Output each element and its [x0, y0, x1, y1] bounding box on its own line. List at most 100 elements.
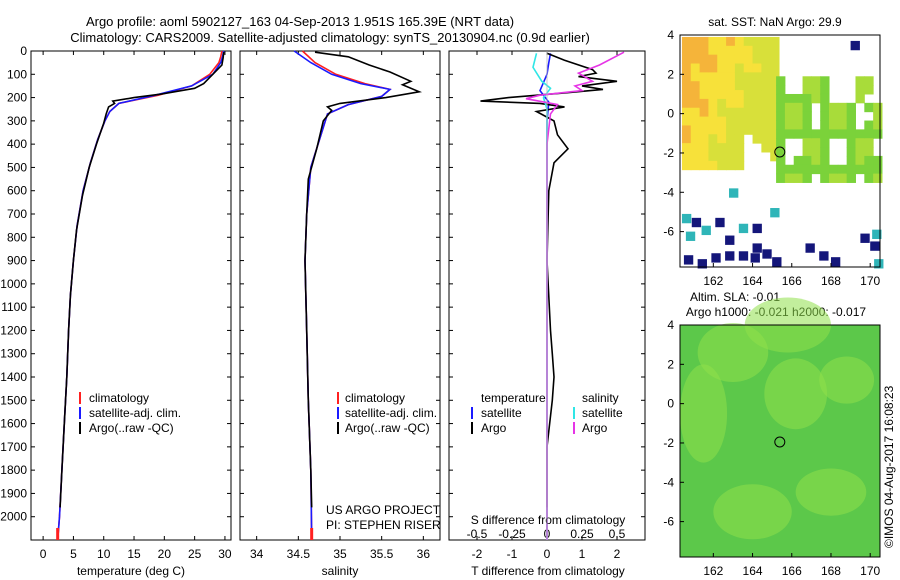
sal-legend-argo-label: Argo(..raw -QC): [345, 421, 430, 435]
difference-legend: temperature satellite Argo salinity sate…: [471, 391, 623, 435]
sst-cell: [699, 116, 709, 126]
map-y-tick-label: 0: [667, 397, 674, 411]
sst-cell: [726, 98, 736, 109]
legend-t-argo-label: Argo: [481, 421, 507, 435]
legend-s-sat-label: satellite: [582, 406, 623, 420]
sst-cell: [690, 90, 701, 100]
sst-cell: [776, 164, 786, 175]
sst-map-cells: [681, 36, 884, 269]
sst-cell: [743, 98, 754, 109]
sst-cell: [743, 54, 754, 65]
sst-cell: [690, 134, 701, 144]
sst-cell: [752, 45, 762, 56]
sst-cell: [681, 72, 692, 82]
sst-map-frame: [679, 34, 881, 268]
sst-cell: [811, 76, 821, 86]
sst-cell: [690, 107, 701, 118]
sst-cell: [846, 102, 856, 113]
sst-cell: [855, 76, 865, 86]
x-tick-label: 30: [218, 547, 232, 561]
sst-cell: [864, 173, 874, 183]
map-x-tick-label: 162: [703, 564, 723, 578]
sst-cell: [708, 107, 718, 118]
sst-cell: [855, 129, 865, 139]
sst-cell: [770, 151, 780, 162]
sst-cell: [717, 36, 727, 47]
sst-cell: [726, 72, 736, 82]
sst-cell: [681, 213, 692, 224]
salinity-lines: [293, 50, 423, 541]
sst-cell: [690, 81, 701, 91]
sst-cell: [802, 85, 812, 95]
x-tick-label: 2: [614, 547, 621, 561]
salinity-axes-frame: [239, 50, 441, 541]
sst-cell: [699, 72, 709, 82]
x-tick-label: 1: [579, 547, 586, 561]
sst-cell: [681, 81, 692, 91]
sst-cell: [811, 155, 821, 166]
sst-cell: [784, 129, 795, 139]
sst-cell: [793, 120, 804, 130]
sst-cell: [820, 102, 830, 113]
sst-cell: [717, 72, 727, 82]
sst-cell: [776, 102, 786, 113]
credit-text: ©IMOS 04-Aug-2017 16:08:23: [882, 385, 896, 548]
depth-tick-label: 900: [7, 254, 27, 268]
sst-cell: [802, 93, 812, 104]
sst-cell: [717, 160, 727, 171]
sst-cell: [874, 259, 884, 269]
sst-cell: [701, 225, 711, 236]
sla-blob: [795, 468, 867, 516]
sst-cell: [752, 98, 762, 109]
sst-cell: [681, 143, 692, 153]
sst-cell: [717, 116, 727, 126]
sst-cell: [717, 45, 727, 56]
sst-cell: [711, 253, 721, 263]
sst-cell: [725, 251, 735, 261]
sst-cell: [770, 45, 780, 56]
sst-cell: [837, 173, 848, 183]
map-y-tick-label: 2: [667, 67, 674, 81]
sst-cell: [802, 76, 812, 86]
depth-tick-label: 1600: [0, 417, 27, 431]
difference-panel: -2 -1 0 1 2 -0.5 -0.25 0 0.25 0.5 T difference f…: [448, 50, 646, 578]
sst-cell: [708, 143, 718, 153]
sst-cell: [784, 120, 795, 130]
sst-cell: [793, 129, 804, 139]
x-tick-label: 34: [250, 547, 264, 561]
sst-cell: [717, 151, 727, 162]
depth-tick-label: 700: [7, 207, 27, 221]
sst-cell: [734, 45, 745, 56]
sst-cell: [793, 164, 804, 175]
sst-cell: [734, 116, 745, 126]
sst-cell: [784, 164, 795, 175]
sst-cell: [734, 63, 745, 73]
sst-cell: [864, 147, 874, 157]
sst-cell: [708, 36, 718, 47]
series-line-argo-raw-qc-: [59, 52, 225, 508]
map-y-tick-label: 4: [667, 318, 674, 332]
sst-cell: [752, 107, 762, 118]
sst-cell: [752, 134, 762, 144]
sla-blob: [764, 358, 828, 430]
top-tick-label: -0.25: [498, 527, 526, 541]
sst-cell: [690, 151, 701, 162]
pi-annotation: PI: STEPHEN RISER: [326, 518, 441, 532]
sst-cell: [772, 257, 782, 267]
sst-cell: [734, 90, 745, 100]
sst-cell: [699, 81, 709, 91]
sst-cell: [793, 111, 804, 122]
sla-map-y-ticks: 4 2 0 -2 -4 -6: [663, 318, 684, 529]
sst-cell: [776, 129, 786, 139]
sst-cell: [829, 111, 839, 122]
sst-cell: [776, 93, 786, 104]
sst-cell: [717, 107, 727, 118]
sst-cell: [784, 173, 795, 183]
x-tick-label: -1: [507, 547, 518, 561]
depth-tick-label: 1300: [0, 347, 27, 361]
series-line-s-argo: [525, 51, 625, 540]
sst-cell: [802, 111, 812, 122]
sla-map-x-ticks: 162 164 166 168 170: [703, 553, 881, 578]
map-y-tick-label: -6: [663, 515, 674, 529]
top-tick-label: 0.25: [570, 527, 594, 541]
